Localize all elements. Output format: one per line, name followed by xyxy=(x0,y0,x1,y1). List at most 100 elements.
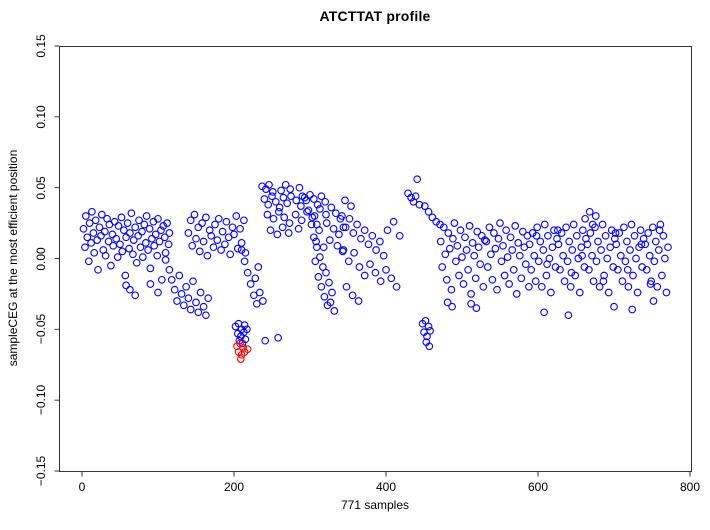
data-point-samples xyxy=(160,233,169,242)
data-point-samples xyxy=(261,336,270,345)
data-point-samples xyxy=(448,302,456,311)
data-point-samples xyxy=(482,237,491,246)
data-point-samples xyxy=(449,234,457,243)
data-point-samples xyxy=(269,214,278,223)
data-point-samples xyxy=(515,251,524,260)
data-point-samples xyxy=(560,277,569,286)
data-point-samples xyxy=(254,263,263,271)
data-point-samples xyxy=(291,210,300,219)
data-point-samples xyxy=(620,223,628,232)
data-point-samples xyxy=(218,227,227,236)
data-point-samples xyxy=(97,210,106,219)
data-point-samples xyxy=(424,322,433,331)
data-point-samples xyxy=(407,193,415,202)
data-point-samples xyxy=(249,291,258,300)
data-point-samples xyxy=(612,240,621,249)
data-point-samples xyxy=(312,237,320,246)
data-point-samples xyxy=(636,226,645,235)
data-point-samples xyxy=(594,237,602,246)
data-point-samples xyxy=(325,236,334,244)
data-point-samples xyxy=(207,231,216,240)
data-point-samples xyxy=(94,265,102,274)
data-point-samples xyxy=(595,282,604,291)
data-point-samples xyxy=(127,209,136,218)
data-point-samples xyxy=(623,265,632,274)
data-point-samples xyxy=(279,193,288,202)
data-point-samples xyxy=(195,247,204,256)
data-point-samples xyxy=(461,233,469,242)
data-point-samples xyxy=(572,231,581,240)
data-point-samples xyxy=(445,244,454,253)
data-point-samples xyxy=(355,263,364,271)
data-point-samples xyxy=(251,274,260,283)
data-point-samples xyxy=(265,180,273,189)
data-point-samples xyxy=(196,288,205,297)
data-point-samples xyxy=(157,275,166,284)
data-point-samples xyxy=(532,231,541,240)
data-point-samples xyxy=(662,288,671,297)
data-point-samples xyxy=(157,226,165,235)
data-point-samples xyxy=(186,305,195,314)
data-point-samples xyxy=(281,180,290,189)
data-point-samples xyxy=(93,236,102,244)
data-point-highlighted xyxy=(236,355,245,363)
x-tick-label: 400 xyxy=(375,480,397,494)
data-point-samples xyxy=(436,237,445,246)
data-point-samples xyxy=(134,231,143,240)
data-point-samples xyxy=(322,210,330,219)
data-point-samples xyxy=(184,294,193,303)
data-point-samples xyxy=(473,227,482,236)
data-point-samples xyxy=(164,240,173,249)
data-point-samples xyxy=(345,214,354,223)
data-point-samples xyxy=(263,210,272,219)
data-point-samples xyxy=(295,183,304,192)
y-tick-label: −0.05 xyxy=(34,314,48,345)
data-point-samples xyxy=(421,316,430,325)
data-point-samples xyxy=(129,236,138,244)
data-point-samples xyxy=(428,213,437,222)
data-point-samples xyxy=(297,202,305,210)
data-point-samples xyxy=(294,224,303,233)
data-point-samples xyxy=(161,256,170,264)
data-point-samples xyxy=(182,282,190,291)
data-point-samples xyxy=(567,268,576,277)
data-point-samples xyxy=(303,207,311,216)
data-point-samples xyxy=(366,260,374,269)
data-point-samples xyxy=(530,251,539,260)
data-point-samples xyxy=(566,282,575,291)
data-point-samples xyxy=(280,213,289,222)
data-point-samples xyxy=(237,246,246,254)
data-point-samples xyxy=(659,231,668,240)
data-point-samples xyxy=(146,280,155,288)
data-point-samples xyxy=(309,195,318,203)
data-point-samples xyxy=(553,226,562,235)
data-point-samples xyxy=(322,268,330,277)
plot-frame xyxy=(59,46,692,472)
data-point-samples xyxy=(277,186,285,195)
data-point-samples xyxy=(610,302,618,311)
data-point-samples xyxy=(389,217,398,226)
data-point-samples xyxy=(325,278,333,287)
data-point-samples xyxy=(283,199,292,208)
data-point-samples xyxy=(395,231,404,240)
data-point-samples xyxy=(292,196,301,205)
data-point-samples xyxy=(131,223,140,232)
data-point-samples xyxy=(646,280,655,288)
data-point-samples xyxy=(306,190,314,199)
data-point-samples xyxy=(108,230,117,239)
data-point-samples xyxy=(259,297,267,305)
data-point-samples xyxy=(255,288,264,297)
data-point-samples xyxy=(129,250,137,259)
data-point-samples xyxy=(582,234,590,243)
data-point-samples xyxy=(312,243,321,252)
data-point-samples xyxy=(577,243,586,252)
data-point-samples xyxy=(517,274,526,283)
data-point-samples xyxy=(109,241,118,250)
data-point-samples xyxy=(138,253,147,261)
data-point-samples xyxy=(521,260,530,269)
data-point-samples xyxy=(278,223,287,232)
data-point-samples xyxy=(585,207,594,216)
data-point-samples xyxy=(578,226,587,235)
data-point-samples xyxy=(274,333,282,342)
data-point-samples xyxy=(85,219,94,227)
